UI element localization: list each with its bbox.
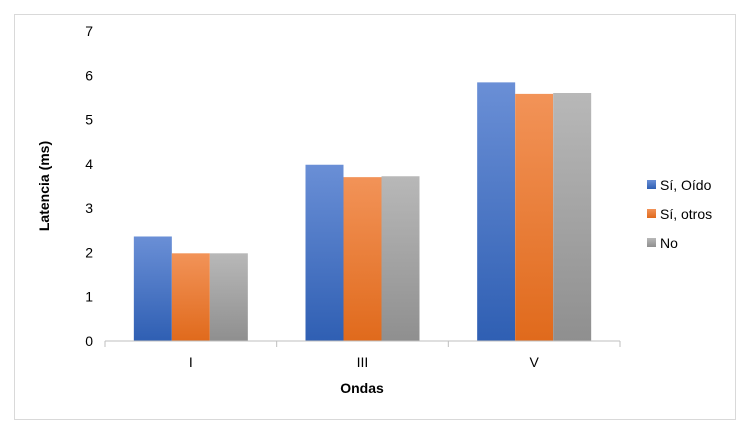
legend-label-3: No [660, 235, 678, 251]
y-tick-label: 6 [85, 67, 93, 83]
legend-swatch-3 [647, 238, 656, 247]
y-tick-label: 7 [85, 23, 93, 39]
legend-label-1: Sí, Oído [660, 177, 712, 193]
legend-swatch-1 [647, 180, 656, 189]
x-axis-title: Ondas [340, 380, 384, 396]
y-tick-label: 4 [85, 156, 93, 172]
legend-label-2: Sí, otros [660, 206, 712, 222]
y-axis-ticks: 0 1 2 3 4 5 6 7 [85, 23, 93, 349]
bar-iii-series-2 [343, 177, 382, 341]
bar-v-series-3 [553, 93, 592, 341]
y-tick-label: 3 [85, 200, 93, 216]
bar-i-series-1 [133, 236, 172, 341]
bar-iii-series-1 [305, 164, 344, 341]
legend-swatch-2 [647, 209, 656, 218]
y-tick-label: 2 [85, 244, 93, 260]
y-tick-label: 0 [85, 333, 93, 349]
x-axis-ticks: I III V [104, 341, 621, 370]
legend: Sí, Oído Sí, otros No [647, 177, 712, 251]
y-tick-label: 5 [85, 112, 93, 128]
bar-i-series-2 [171, 253, 210, 341]
bar-v-series-1 [477, 82, 516, 341]
y-tick-label: 1 [85, 289, 93, 305]
bar-i-series-3 [209, 253, 248, 341]
x-tick-label: V [529, 354, 539, 370]
y-axis-title: Latencia (ms) [36, 141, 52, 231]
bar-iii-series-3 [381, 176, 420, 341]
bars-group [133, 82, 592, 341]
x-tick-label: I [189, 354, 193, 370]
bar-v-series-2 [515, 93, 554, 341]
x-tick-label: III [357, 354, 369, 370]
